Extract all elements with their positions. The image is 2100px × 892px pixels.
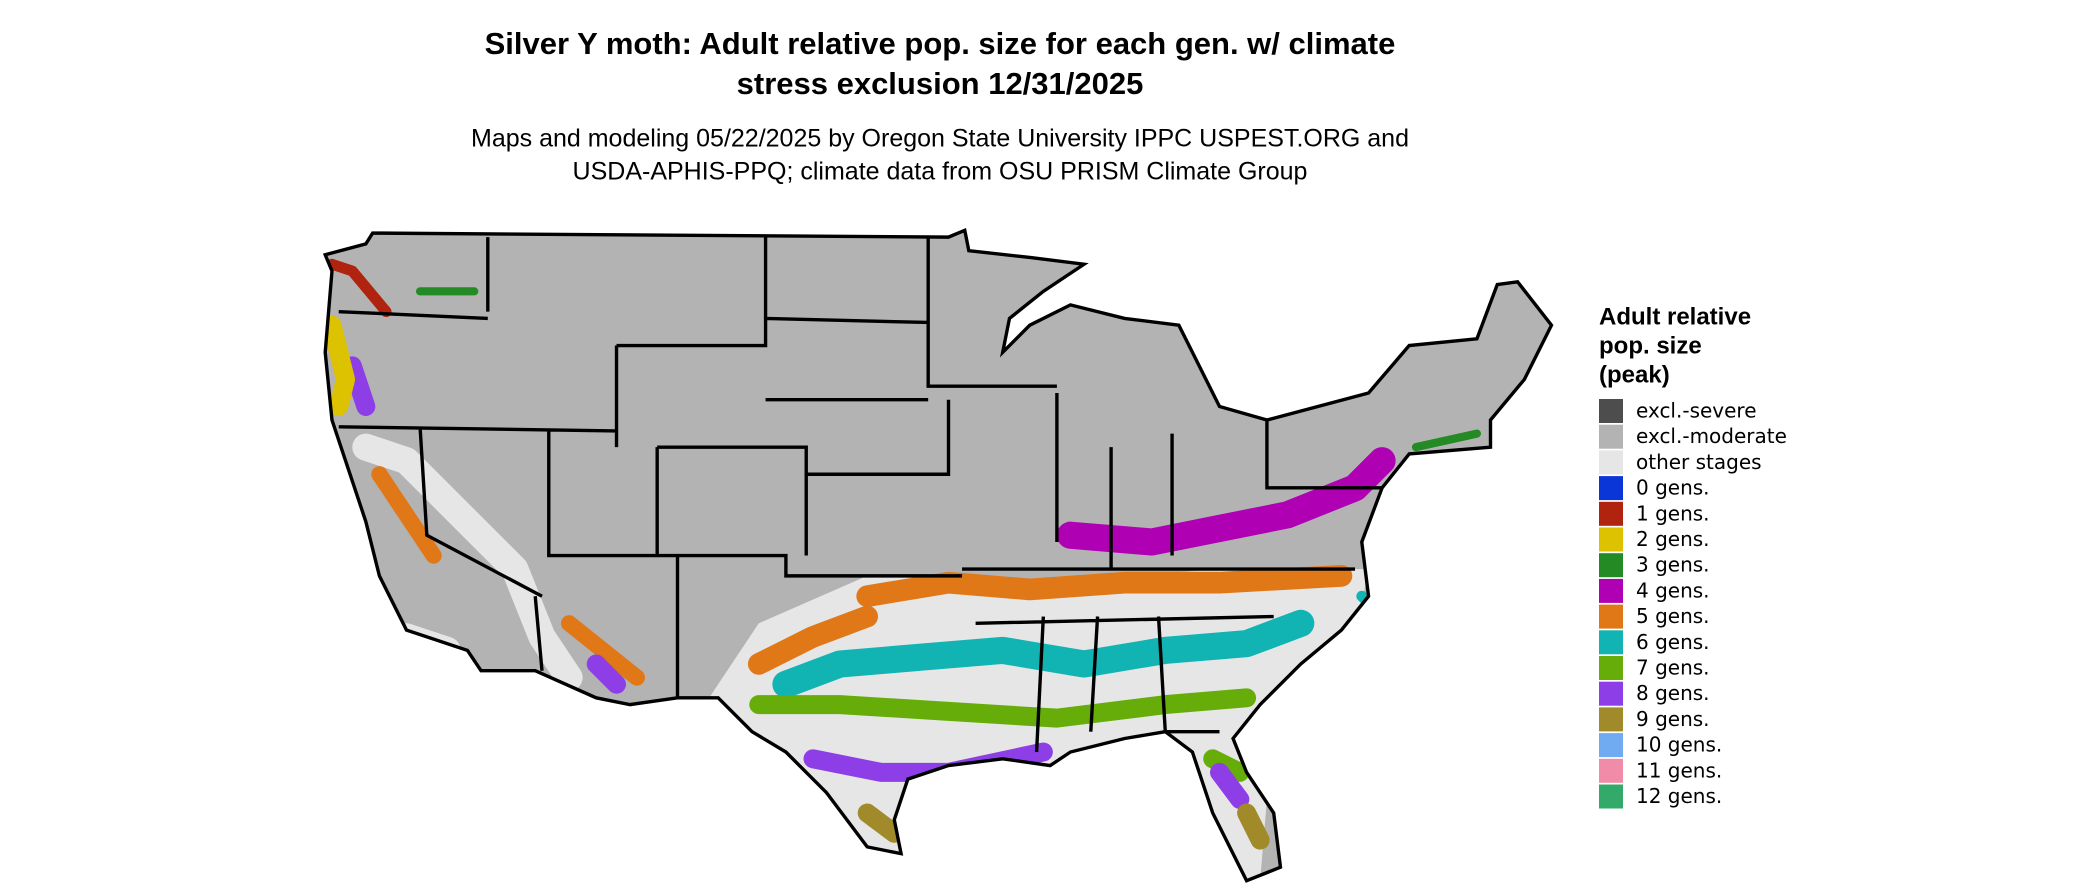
legend-label: 7 gens. (1636, 656, 1710, 680)
legend-swatch (1599, 527, 1623, 552)
title: stress exclusion 12/31/2025 (737, 66, 1144, 101)
region (326, 258, 392, 318)
legend-label: 3 gens. (1636, 553, 1710, 577)
legend-swatch (1599, 399, 1623, 423)
subtitle: USDA-APHIS-PPQ; climate data from OSU PR… (573, 158, 1308, 186)
legend-swatch (1599, 578, 1623, 603)
legend-label: 5 gens. (1636, 604, 1710, 628)
legend-swatch (1599, 656, 1623, 680)
legend-label: 12 gens. (1636, 784, 1722, 808)
region (772, 609, 1315, 698)
legend-title: pop. size (1599, 332, 1702, 359)
legend-swatch (1599, 424, 1623, 449)
legend-label: 10 gens. (1636, 733, 1722, 757)
legend-swatch (1599, 604, 1623, 629)
region (1056, 447, 1396, 556)
legend-label: 2 gens. (1636, 527, 1710, 551)
legend-label: 4 gens. (1636, 578, 1710, 602)
state-borders (322, 227, 1554, 883)
region (415, 287, 1482, 452)
legend-label: excl.-moderate (1636, 424, 1787, 448)
legend-label: other stages (1636, 450, 1762, 474)
legend-swatch (1599, 707, 1623, 732)
legend-swatch (1599, 630, 1623, 655)
legend-title: Adult relative (1599, 303, 1751, 330)
legend-swatch (1599, 553, 1623, 578)
region (325, 315, 356, 416)
subtitle: Maps and modeling 05/22/2025 by Oregon S… (471, 125, 1409, 153)
legend-label: 6 gens. (1636, 630, 1710, 654)
legend-label: 11 gens. (1636, 758, 1722, 782)
legend-swatch (1599, 784, 1623, 809)
legend-title: (peak) (1599, 361, 1670, 388)
legend-swatch (1599, 476, 1623, 501)
map (322, 227, 1554, 883)
legend-label: 8 gens. (1636, 681, 1710, 705)
legend-label: 1 gens. (1636, 501, 1710, 525)
title: Silver Y moth: Adult relative pop. size … (485, 26, 1396, 61)
legend-swatch (1599, 501, 1623, 526)
legend-label: 0 gens. (1636, 476, 1710, 500)
legend-label: 9 gens. (1636, 707, 1710, 731)
region (371, 466, 645, 686)
legend-swatch (1599, 450, 1623, 475)
legend-swatch (1599, 733, 1623, 758)
region (747, 565, 1353, 675)
region (857, 803, 1270, 850)
legend-label: excl.-severe (1636, 399, 1757, 423)
us-outline (322, 227, 1554, 883)
legend-swatch (1599, 758, 1623, 783)
legend-swatch (1599, 681, 1623, 706)
region (342, 356, 1250, 809)
region (749, 688, 1257, 782)
